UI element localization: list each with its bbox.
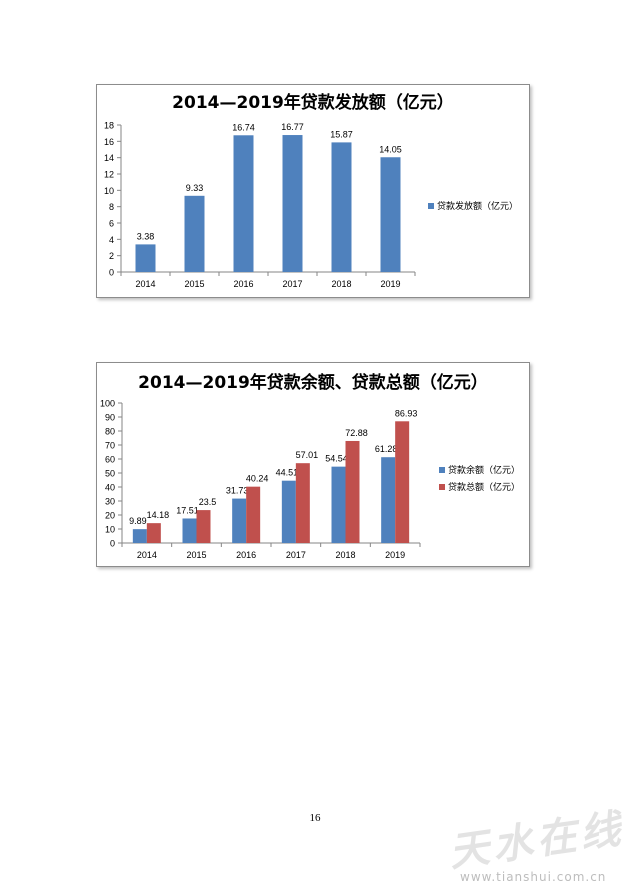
y-tick-label: 14 <box>104 153 114 163</box>
y-tick-label: 20 <box>105 511 115 521</box>
data-label: 31.73 <box>226 486 249 496</box>
data-label: 86.93 <box>395 408 418 418</box>
x-tick-label: 2018 <box>335 550 355 560</box>
data-label: 14.18 <box>147 510 170 520</box>
legend-label: 贷款余额（亿元） <box>448 464 520 476</box>
data-label: 57.01 <box>296 450 319 460</box>
y-tick-label: 10 <box>105 525 115 535</box>
bar <box>132 529 147 543</box>
data-label: 54.54 <box>325 454 348 464</box>
watermark-chars: 天水在线 <box>446 804 627 876</box>
data-label: 3.38 <box>137 231 155 241</box>
bar <box>196 510 211 543</box>
data-label: 9.89 <box>129 516 147 526</box>
x-tick-label: 2015 <box>186 550 206 560</box>
data-label: 14.05 <box>379 144 402 154</box>
data-label: 16.74 <box>232 122 255 132</box>
y-tick-label: 0 <box>110 539 115 549</box>
watermark-url: www.tianshui.com.cn <box>460 870 607 884</box>
y-tick-label: 90 <box>105 413 115 423</box>
bar <box>182 518 197 543</box>
y-tick-label: 70 <box>105 441 115 451</box>
x-tick-label: 2015 <box>184 279 204 289</box>
chart-loan-balance-total: 2014—2019年贷款余额、贷款总额（亿元） 0 10 20 30 40 50 60 70 80… <box>96 362 530 567</box>
legend-swatch <box>428 203 434 209</box>
data-label: 16.77 <box>281 122 304 132</box>
data-label: 72.88 <box>345 428 368 438</box>
bar <box>295 463 310 543</box>
bar <box>395 421 410 543</box>
bar <box>146 523 161 543</box>
legend-label: 贷款发放额（亿元） <box>437 200 518 212</box>
y-tick-label: 30 <box>105 497 115 507</box>
chart-loan-balance-total-svg: 2014—2019年贷款余额、贷款总额（亿元） 0 10 20 30 40 50 60 70 80… <box>100 372 520 560</box>
y-tick-label: 4 <box>109 235 114 245</box>
x-tick-label: 2017 <box>282 279 302 289</box>
data-label: 9.33 <box>186 183 204 193</box>
chart-title: 2014—2019年贷款余额、贷款总额（亿元） <box>138 372 488 393</box>
x-tick-label: 2018 <box>331 279 351 289</box>
chart-loan-issuance-svg: 2014—2019年贷款发放额（亿元） 0 2 4 6 8 10 12 14 16 18 2014 20… <box>104 92 518 289</box>
y-tick-label: 40 <box>105 483 115 493</box>
y-tick-label: 80 <box>105 427 115 437</box>
y-tick-label: 0 <box>109 268 114 278</box>
y-tick-label: 2 <box>109 251 114 261</box>
page-number: 16 <box>309 812 321 824</box>
x-tick-label: 2019 <box>380 279 400 289</box>
bar <box>331 142 352 272</box>
bar <box>135 244 156 272</box>
y-tick-label: 10 <box>104 186 114 196</box>
legend-swatch <box>439 467 445 473</box>
legend-label: 贷款总额（亿元） <box>448 481 520 493</box>
x-tick-label: 2019 <box>385 550 405 560</box>
watermark-logo: 天水在线 www.tianshui.com.cn <box>440 805 630 888</box>
y-tick-label: 60 <box>105 455 115 465</box>
bar <box>233 135 254 272</box>
chart-title: 2014—2019年贷款发放额（亿元） <box>172 92 454 113</box>
bar <box>381 457 396 543</box>
x-tick-label: 2016 <box>236 550 256 560</box>
bar <box>232 498 247 543</box>
bar <box>345 440 360 543</box>
legend-swatch <box>439 484 445 490</box>
y-tick-label: 6 <box>109 219 114 229</box>
bar <box>184 195 205 272</box>
y-tick-label: 100 <box>100 399 115 409</box>
data-label: 61.28 <box>375 444 398 454</box>
data-label: 23.5 <box>199 497 217 507</box>
y-tick-label: 8 <box>109 202 114 212</box>
bar <box>331 466 346 543</box>
y-tick-label: 50 <box>105 469 115 479</box>
chart-loan-issuance: 2014—2019年贷款发放额（亿元） 0 2 4 6 8 10 12 14 16 18 2014 20… <box>96 84 530 298</box>
y-tick-label: 16 <box>104 137 114 147</box>
x-tick-label: 2016 <box>233 279 253 289</box>
bar <box>281 480 296 543</box>
y-tick-label: 18 <box>104 121 114 131</box>
bar <box>246 486 261 543</box>
data-label: 40.24 <box>246 474 269 484</box>
data-label: 15.87 <box>330 129 353 139</box>
y-tick-label: 12 <box>104 170 114 180</box>
x-tick-label: 2014 <box>137 550 157 560</box>
bar <box>282 135 303 272</box>
data-label: 17.51 <box>176 505 199 515</box>
data-label: 44.51 <box>276 468 299 478</box>
x-tick-label: 2014 <box>135 279 155 289</box>
bar <box>380 157 401 272</box>
x-tick-label: 2017 <box>286 550 306 560</box>
